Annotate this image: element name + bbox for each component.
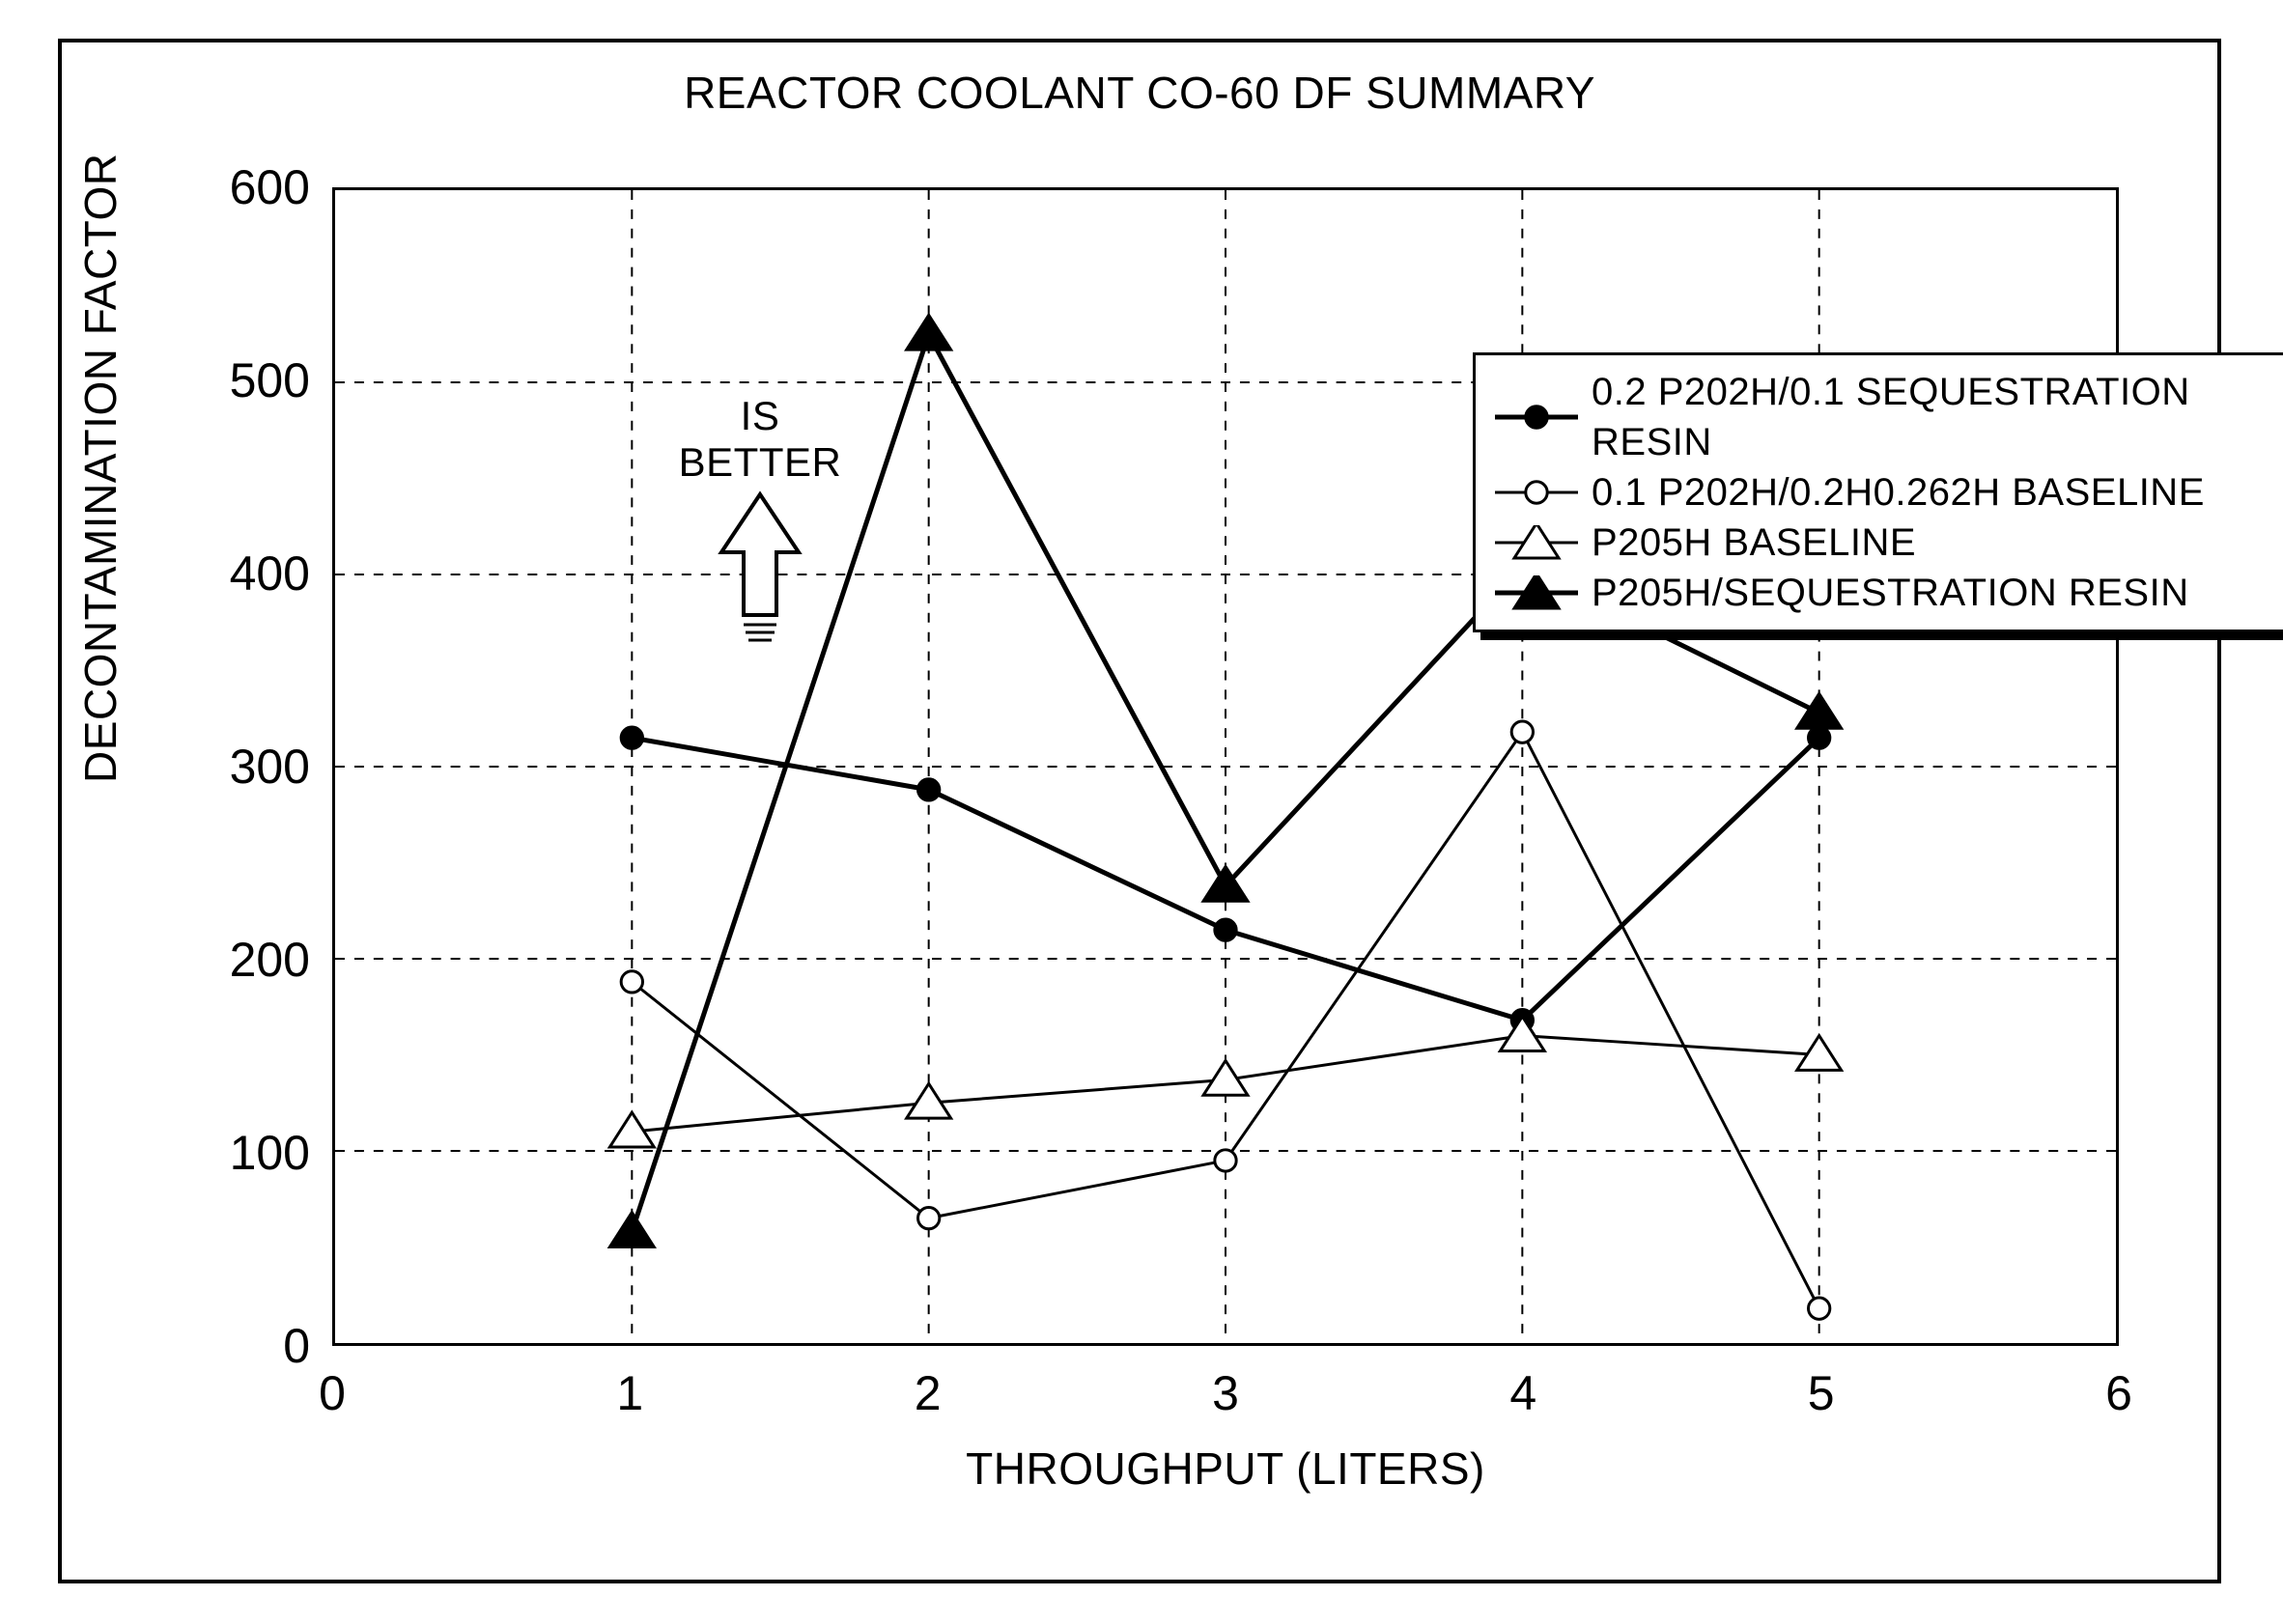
- y-tick-label: 300: [165, 739, 310, 795]
- legend-label: P205H/SEQUESTRATION RESIN: [1592, 568, 2189, 618]
- legend-item: 0.2 P202H/0.1 SEQUESTRATION RESIN: [1495, 367, 2283, 467]
- y-tick-label: 500: [165, 352, 310, 408]
- legend: 0.2 P202H/0.1 SEQUESTRATION RESIN0.1 P20…: [1473, 352, 2283, 632]
- legend-label: 0.1 P202H/0.2H0.262H BASELINE: [1592, 467, 2205, 518]
- y-tick-label: 0: [165, 1318, 310, 1374]
- x-tick-label: 6: [2105, 1365, 2132, 1421]
- x-tick-label: 2: [915, 1365, 942, 1421]
- x-tick-label: 5: [1808, 1365, 1835, 1421]
- legend-label: 0.2 P202H/0.1 SEQUESTRATION RESIN: [1592, 367, 2283, 467]
- is-better-annotation: IS BETTER: [663, 393, 857, 649]
- legend-marker-icon: [1495, 525, 1578, 560]
- legend-item: P205H BASELINE: [1495, 518, 2283, 568]
- plot-area: IS BETTER 0.2 P202H/0.1 SEQUESTRATION RE…: [332, 187, 2119, 1346]
- x-tick-label: 1: [616, 1365, 643, 1421]
- y-tick-label: 600: [165, 159, 310, 215]
- is-better-text: IS BETTER: [663, 393, 857, 486]
- y-tick-label: 400: [165, 546, 310, 602]
- legend-marker-icon: [1495, 400, 1578, 434]
- up-arrow-icon: [717, 490, 803, 644]
- x-tick-label: 4: [1509, 1365, 1536, 1421]
- chart-frame: REACTOR COOLANT CO-60 DF SUMMARY DECONTA…: [58, 39, 2221, 1583]
- y-axis-label: DECONTAMINATION FACTOR: [74, 154, 127, 783]
- legend-item: P205H/SEQUESTRATION RESIN: [1495, 568, 2283, 618]
- y-tick-label: 100: [165, 1125, 310, 1181]
- legend-marker-icon: [1495, 475, 1578, 510]
- x-axis-label: THROUGHPUT (LITERS): [332, 1442, 2119, 1495]
- legend-label: P205H BASELINE: [1592, 518, 1916, 568]
- x-tick-label: 0: [319, 1365, 346, 1421]
- legend-item: 0.1 P202H/0.2H0.262H BASELINE: [1495, 467, 2283, 518]
- x-tick-label: 3: [1212, 1365, 1239, 1421]
- chart-title: REACTOR COOLANT CO-60 DF SUMMARY: [62, 67, 2217, 119]
- legend-marker-icon: [1495, 575, 1578, 610]
- y-tick-label: 200: [165, 932, 310, 988]
